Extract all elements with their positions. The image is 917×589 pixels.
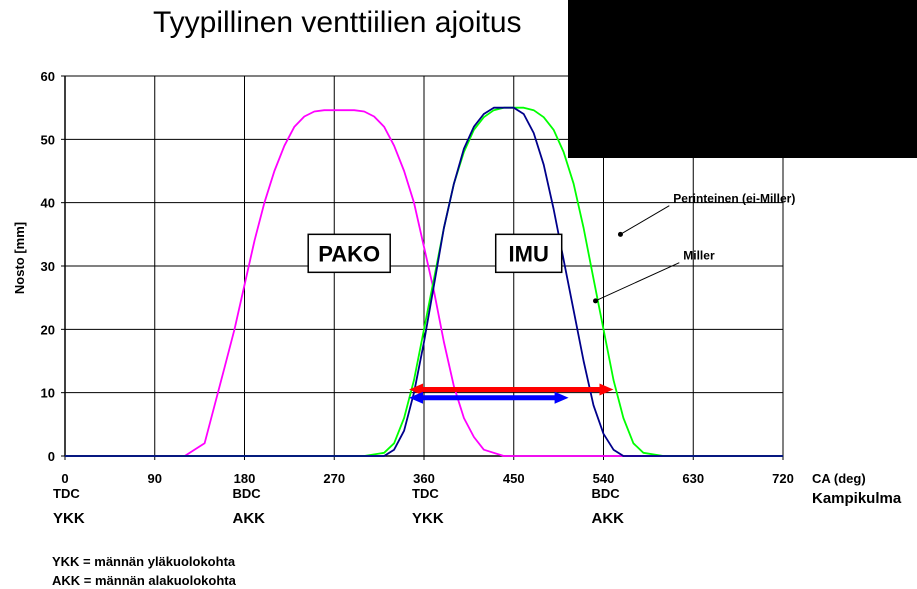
series-line-miller [65,106,783,457]
legend-note-akk: AKK = männän alakuolokohta [52,573,237,588]
p540-fin: AKK [592,510,625,527]
red_arrow-head-right [599,383,614,396]
y-tick-label-40: 40 [41,196,55,211]
x-tick-label-450: 450 [503,471,525,486]
y-tick-label-30: 30 [41,259,55,274]
red_arrow-head-left [409,383,424,396]
x-axis-sublabel: Kampikulma [812,490,902,507]
redaction-block [568,0,917,158]
p360-abbr: TDC [412,486,439,501]
x-tick-label-630: 630 [682,471,704,486]
perinteinen_callout-leader [620,205,670,235]
pako_box-frame [307,233,391,274]
y-axis-ticks: 0 10 20 30 40 50 60 [41,69,65,464]
imu_box-frame [494,233,563,274]
x-axis-ticks: 0 90 180 270 360 450 540 630 720 [61,456,794,486]
y-tick-label-10: 10 [41,386,55,401]
blue_arrow-head-right [554,391,569,404]
perinteinen_callout-text: Perinteinen (ei-Miller) [673,192,795,206]
annotation-boxes: PAKO IMU [307,233,563,274]
x-tick-label-720: 720 [772,471,794,486]
miller_callout-dot [593,298,599,304]
callouts: Perinteinen (ei-Miller) Miller [593,192,795,304]
p360-fin: YKK [412,510,444,527]
y-tick-label-50: 50 [41,132,55,147]
perinteinen_callout-dot [617,231,623,237]
x-tick-label-540: 540 [593,471,615,486]
p180-abbr: BDC [233,486,262,501]
blue_arrow-head-left [409,391,424,404]
x-tick-label-360: 360 [413,471,435,486]
y-tick-label-20: 20 [41,322,55,337]
y-tick-label-0: 0 [48,449,55,464]
p180-fin: AKK [233,510,266,527]
x-tick-label-180: 180 [234,471,256,486]
arrows [409,383,614,404]
x-tick-label-0: 0 [61,471,68,486]
crank-position-labels: TDC YKK BDC AKK TDC YKK BDC AKK [53,486,624,527]
miller_callout-leader [595,262,680,302]
pako_box-text: PAKO [318,241,380,266]
legend-note-ykk: YKK = männän yläkuolokohta [52,554,236,569]
series-group [65,106,783,457]
y-axis-label: Nosto [mm] [12,222,27,294]
p540-abbr: BDC [592,486,621,501]
x-axis-label: CA (deg) [812,471,866,486]
x-tick-label-90: 90 [148,471,162,486]
p0-abbr: TDC [53,486,80,501]
y-tick-label-60: 60 [41,69,55,84]
x-tick-label-270: 270 [323,471,345,486]
miller_callout-text: Miller [683,249,715,263]
p0-fin: YKK [53,510,85,527]
chart-title: Tyypillinen venttiilien ajoitus [153,6,522,39]
imu_box-text: IMU [509,241,549,266]
series-line-pako [65,109,783,457]
